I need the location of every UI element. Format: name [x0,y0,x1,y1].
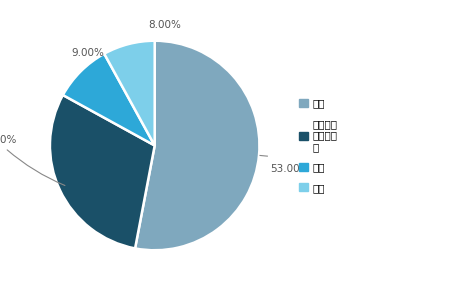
Text: 53.00%: 53.00% [270,164,309,173]
Text: 8.00%: 8.00% [149,20,182,30]
Wedge shape [135,41,259,250]
Text: 30.00%: 30.00% [0,135,65,185]
Wedge shape [104,41,155,146]
Legend: 首饰, 中央银行
及其他机
构, 投资, 科技: 首饰, 中央银行 及其他机 构, 投资, 科技 [296,95,341,196]
Wedge shape [63,54,155,146]
Text: 9.00%: 9.00% [71,48,104,58]
Wedge shape [50,95,155,249]
